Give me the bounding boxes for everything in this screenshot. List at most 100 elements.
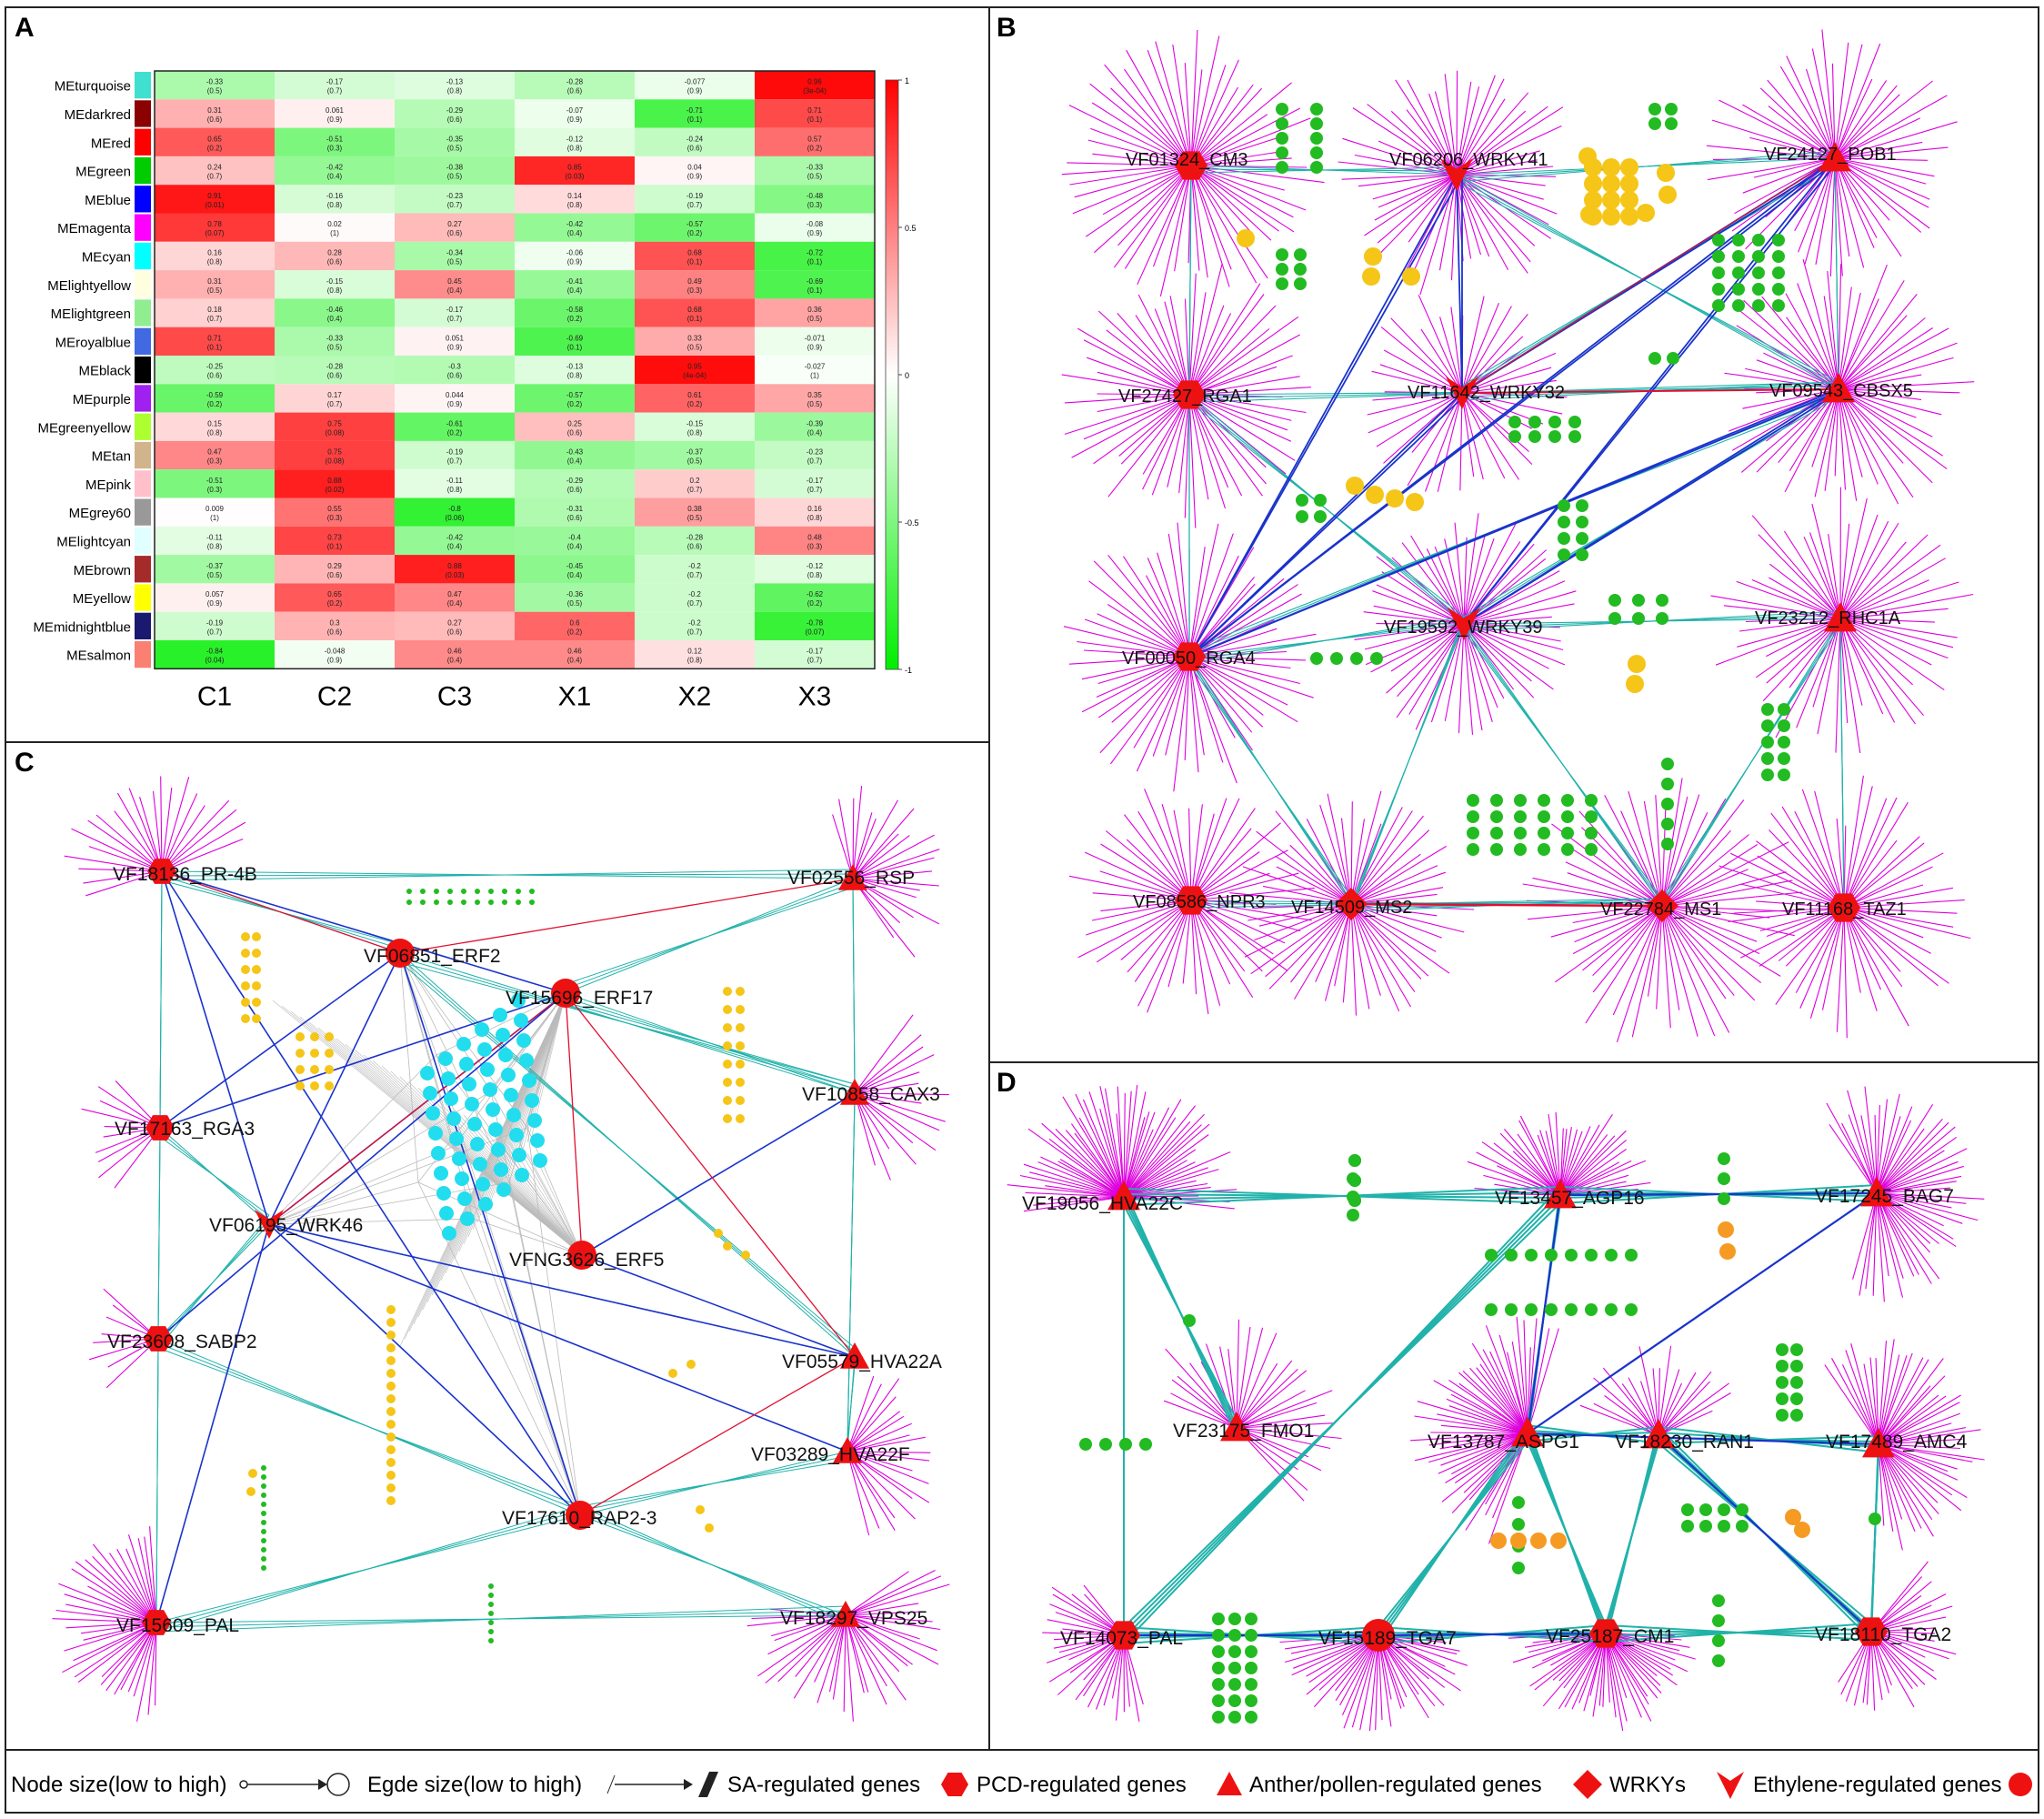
heatmap-cell bbox=[755, 270, 875, 299]
heatmap-cell-pvalue: (0.8) bbox=[327, 286, 343, 295]
heatmap-cell bbox=[155, 611, 275, 640]
green-node bbox=[1314, 494, 1327, 507]
legend-anther: Anther/pollen-regulated genes bbox=[1249, 1773, 1542, 1797]
green-node bbox=[1538, 827, 1550, 839]
green-node bbox=[420, 899, 426, 905]
yellow-node bbox=[241, 965, 250, 974]
green-node bbox=[1485, 1303, 1498, 1316]
heatmap-cell-pvalue: (0.8) bbox=[447, 486, 463, 494]
yellow-node bbox=[723, 1096, 732, 1105]
d-hub-node bbox=[1362, 1619, 1395, 1652]
green-node bbox=[1568, 430, 1581, 443]
d-hub-label: VF15189_TGA7 bbox=[1318, 1628, 1457, 1649]
heatmap-cell-pvalue: (0.7) bbox=[447, 201, 463, 209]
d-hub-node bbox=[1855, 1617, 1888, 1646]
green-node bbox=[1681, 1520, 1694, 1533]
heatmap-cell-value: 0.75 bbox=[327, 419, 342, 427]
heatmap-cell-value: -0.4 bbox=[568, 533, 581, 541]
orange-node bbox=[1490, 1533, 1507, 1549]
heatmap-cell bbox=[635, 71, 755, 100]
green-node bbox=[1212, 1694, 1225, 1707]
legend-wrky: WRKYs bbox=[1609, 1773, 1686, 1797]
orange-node bbox=[1510, 1533, 1527, 1549]
heatmap-column-label: X3 bbox=[798, 681, 832, 711]
heatmap-cell bbox=[635, 241, 755, 271]
b-hub-label: VF23212_RHC1A bbox=[1755, 608, 1901, 628]
green-node bbox=[1490, 843, 1503, 856]
yellow-node bbox=[310, 1049, 319, 1058]
yellow-node bbox=[386, 1331, 396, 1340]
green-node bbox=[1212, 1662, 1225, 1674]
heatmap-cell-pvalue: (0.4) bbox=[327, 173, 343, 181]
yellow-node bbox=[252, 1014, 261, 1023]
heatmap-cell bbox=[635, 156, 755, 186]
heatmap-cell-value: 0.91 bbox=[207, 192, 222, 200]
green-node bbox=[1718, 1172, 1730, 1185]
heatmap-cell-value: -0.33 bbox=[326, 334, 344, 342]
cyan-node bbox=[519, 1053, 534, 1068]
heatmap-cell-value: 0.12 bbox=[687, 648, 702, 656]
yellow-node bbox=[386, 1369, 396, 1378]
yellow-node bbox=[386, 1394, 396, 1403]
heatmap-cell-pvalue: (0.4) bbox=[447, 657, 463, 665]
heatmap-cell-pvalue: (0.1) bbox=[687, 257, 703, 266]
heatmap-cell bbox=[515, 156, 635, 186]
green-node bbox=[1665, 103, 1678, 116]
heatmap-cell bbox=[155, 640, 275, 669]
heatmap-cell-value: -0.31 bbox=[566, 505, 584, 513]
green-node bbox=[1508, 430, 1521, 443]
heatmap-cell-pvalue: (0.7) bbox=[207, 315, 223, 323]
heatmap-row-label: MElightgreen bbox=[51, 307, 131, 322]
green-node bbox=[1276, 161, 1288, 174]
yellow-node bbox=[1602, 191, 1620, 209]
heatmap-cell bbox=[635, 213, 755, 242]
heatmap-cell-pvalue: (1) bbox=[810, 372, 819, 380]
green-node bbox=[1752, 283, 1765, 296]
green-node bbox=[1228, 1645, 1241, 1658]
heatmap-cell-pvalue: (0.1) bbox=[807, 116, 823, 124]
b-hub-label: VF09543_CBSX5 bbox=[1769, 381, 1913, 401]
heatmap-row-swatch bbox=[135, 441, 151, 469]
green-node bbox=[1212, 1678, 1225, 1691]
legend-edge-size: Egde size(low to high) bbox=[367, 1773, 582, 1797]
heatmap-cell bbox=[635, 497, 755, 527]
heatmap-cell bbox=[755, 526, 875, 556]
green-node bbox=[488, 1602, 494, 1607]
heatmap-cell bbox=[395, 327, 515, 356]
heatmap-cell-value: 0.3 bbox=[329, 618, 340, 627]
heatmap-cell bbox=[395, 412, 515, 441]
green-node bbox=[1245, 1694, 1257, 1707]
heatmap-cell-value: -0.17 bbox=[807, 648, 824, 656]
cyan-node bbox=[476, 1177, 490, 1191]
heatmap-cell bbox=[515, 327, 635, 356]
heatmap-row-swatch bbox=[135, 556, 151, 583]
heatmap-cell bbox=[155, 555, 275, 584]
heatmap-cell-pvalue: (0.9) bbox=[327, 116, 343, 124]
yellow-node bbox=[248, 1469, 257, 1478]
cyan-node bbox=[525, 1093, 539, 1108]
c-hub-label: VF18297_VPS25 bbox=[780, 1608, 927, 1629]
heatmap-row-label: MEgreen bbox=[75, 165, 131, 180]
green-node bbox=[261, 1502, 266, 1507]
heatmap-cell bbox=[635, 583, 755, 612]
heatmap-cell-pvalue: (0.08) bbox=[326, 457, 345, 466]
green-node bbox=[1245, 1711, 1257, 1724]
b-hub-label: VF00050_RGA4 bbox=[1122, 648, 1256, 668]
green-node bbox=[1528, 416, 1541, 428]
heatmap-cell bbox=[515, 583, 635, 612]
cyan-node bbox=[460, 1211, 475, 1226]
green-node bbox=[1348, 1154, 1361, 1167]
heatmap-cell-pvalue: (1) bbox=[210, 514, 219, 522]
heatmap-cell-pvalue: (0.2) bbox=[687, 400, 703, 408]
heatmap-cell-pvalue: (0.6) bbox=[447, 628, 463, 636]
cyan-node bbox=[494, 1162, 508, 1177]
c-hub-label: VF02556_RSP bbox=[787, 868, 915, 889]
c-hub-label: VF03289_HVA22F bbox=[751, 1444, 910, 1465]
green-node bbox=[461, 899, 466, 905]
yellow-node bbox=[736, 1060, 745, 1069]
c-hub-label: VF10858_CAX3 bbox=[802, 1084, 940, 1105]
heatmap-cell-value: -0.24 bbox=[686, 135, 704, 143]
green-node bbox=[1625, 1249, 1638, 1261]
c-hub-label: VF06851_ERF2 bbox=[364, 946, 501, 967]
heatmap-cell bbox=[155, 384, 275, 413]
